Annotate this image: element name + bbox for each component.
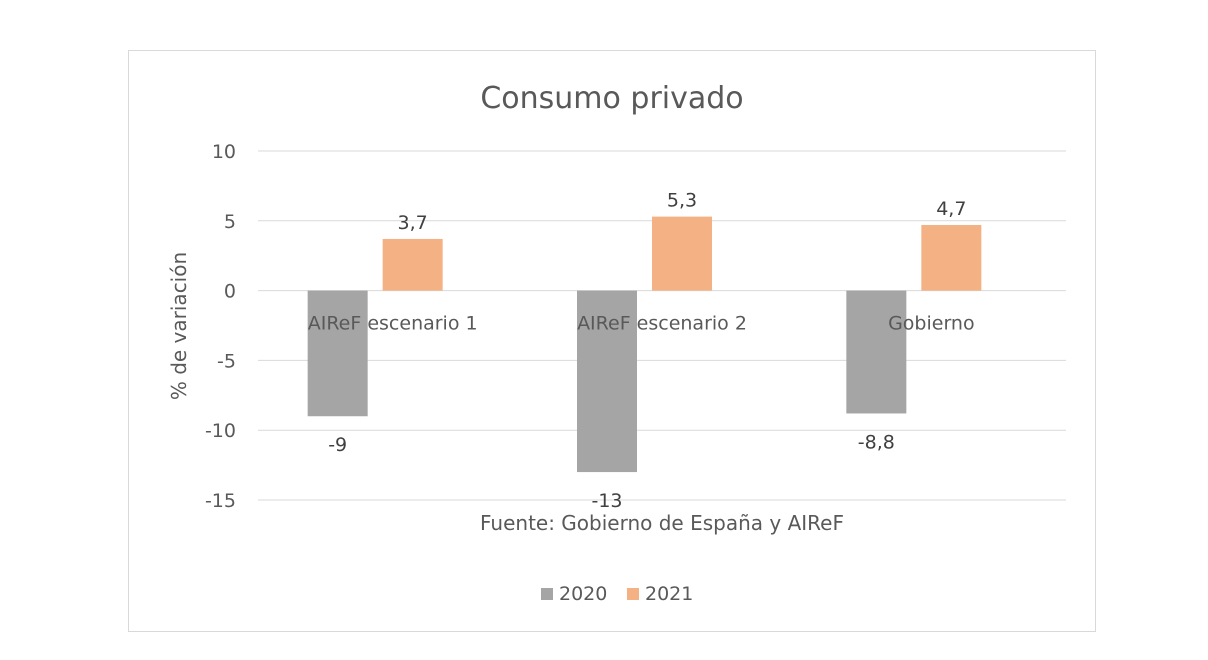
legend-swatch <box>541 588 553 600</box>
data-label: -9 <box>328 434 347 456</box>
legend-label: 2020 <box>559 583 607 605</box>
category-label: Gobierno <box>888 313 975 335</box>
bar-2020 <box>846 290 907 414</box>
y-tick-label: 0 <box>224 281 236 303</box>
data-label: -8,8 <box>858 431 895 453</box>
bar-2021 <box>921 224 982 291</box>
bars <box>307 216 982 473</box>
data-label: 5,3 <box>667 190 697 212</box>
chart-frame: Consumo privado 10 5 0 -5 -10 -15 % de variació… <box>128 50 1096 632</box>
x-axis-label: Fuente: Gobierno de España y AIReF <box>480 511 844 535</box>
bar-2021 <box>652 216 712 291</box>
category-label: AIReF escenario 2 <box>577 313 747 335</box>
bar-2021 <box>382 238 443 291</box>
bar-2020 <box>307 290 368 417</box>
y-tick-label: -15 <box>205 490 236 512</box>
y-tick-label: -10 <box>205 420 236 442</box>
y-tick-label: 10 <box>212 141 236 163</box>
data-label: 4,7 <box>936 198 966 220</box>
data-label: -13 <box>591 490 622 512</box>
y-tick-label: -5 <box>217 350 236 372</box>
category-label: AIReF escenario 1 <box>308 313 478 335</box>
chart-title: Consumo privado <box>480 81 743 116</box>
legend: 2020 2021 <box>541 583 693 605</box>
labels: Consumo privado 10 5 0 -5 -10 -15 % de variació… <box>167 81 975 535</box>
y-axis-label: % de variación <box>167 252 191 400</box>
data-label: 3,7 <box>398 212 428 234</box>
bar-2020 <box>577 290 637 473</box>
y-tick-label: 5 <box>224 211 236 233</box>
legend-label: 2021 <box>645 583 693 605</box>
legend-swatch <box>627 588 639 600</box>
